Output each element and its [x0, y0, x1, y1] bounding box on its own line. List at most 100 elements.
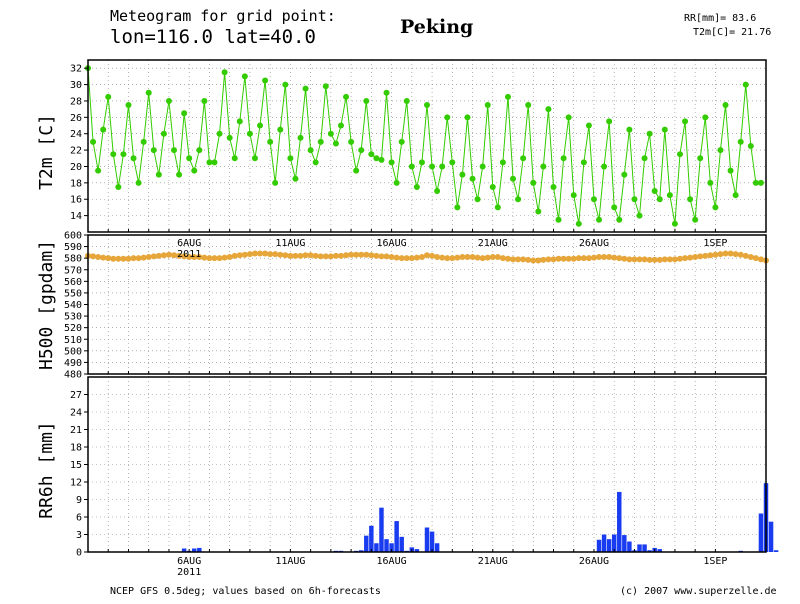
t2m-point — [302, 85, 309, 92]
t2m-point — [282, 81, 289, 88]
t2m-point — [469, 175, 476, 182]
y-tick-label: 32 — [70, 64, 82, 75]
t2m-point — [100, 126, 107, 133]
precip-bar — [596, 539, 602, 552]
t2m-point — [530, 179, 537, 186]
t2m-point — [489, 183, 496, 190]
t2m-point — [429, 163, 436, 170]
h500-point — [692, 254, 699, 261]
t2m-point — [545, 106, 552, 113]
h500-point — [520, 256, 527, 263]
precip-bar — [768, 521, 774, 552]
x-tick-label-lower: 1SEP — [703, 556, 727, 567]
h500-point — [510, 256, 517, 263]
y-tick-label: 530 — [64, 312, 82, 323]
y-tick-label: 0 — [76, 548, 82, 559]
x-tick-label-lower: 11AUG — [275, 556, 305, 567]
h500-point — [216, 255, 223, 262]
t2m-point — [383, 89, 390, 96]
t2m-point — [697, 155, 704, 162]
h500-point — [221, 254, 228, 261]
t2m-point — [115, 183, 122, 190]
h500-point — [742, 252, 749, 259]
t2m-point — [560, 155, 567, 162]
t2m-point — [474, 196, 481, 203]
t2m-point — [707, 179, 714, 186]
h500-point — [388, 254, 395, 261]
t2m-point — [479, 163, 486, 170]
y-tick-label: 3 — [76, 530, 82, 541]
t2m-point — [277, 126, 284, 133]
t2m-point — [590, 196, 597, 203]
t2m-point — [353, 167, 360, 174]
t2m-point — [464, 114, 471, 121]
h500-point — [292, 252, 299, 259]
h500-point — [226, 254, 233, 261]
x-tick-label-lower: 26AUG — [579, 556, 609, 567]
y-axis-title: T2m [C] — [36, 114, 57, 190]
h500-point — [484, 254, 491, 261]
h500-point — [449, 255, 456, 262]
precip-bar — [622, 535, 627, 552]
y-tick-label: 28 — [70, 96, 82, 107]
precip-bar — [758, 513, 764, 552]
t2m-point — [747, 143, 754, 149]
h500-point — [287, 252, 294, 259]
h500-point — [105, 255, 112, 262]
t2m-point — [165, 97, 172, 104]
t2m-point — [262, 77, 269, 84]
h500-point — [596, 254, 603, 261]
t2m-point — [307, 147, 314, 154]
t2m-point — [343, 93, 350, 100]
t2m-point — [418, 159, 425, 166]
t2m-point — [95, 167, 102, 174]
y-tick-label: 490 — [64, 358, 82, 369]
x-year-label: 2011 — [177, 567, 201, 578]
h500-point — [206, 255, 213, 262]
t2m-point — [145, 89, 152, 96]
t2m-point — [550, 183, 557, 190]
h500-point — [646, 256, 653, 263]
h500-point — [393, 254, 400, 261]
precip-bar — [379, 507, 384, 552]
h500-point — [130, 255, 137, 262]
precip-bar — [773, 550, 779, 552]
h500-point — [348, 251, 355, 258]
y-tick-label: 20 — [70, 162, 82, 173]
h500-point — [181, 253, 188, 260]
precip-bar — [617, 491, 622, 552]
t2m-series-line — [87, 68, 761, 224]
y-tick-label: 520 — [64, 323, 82, 334]
precip-bar — [627, 541, 632, 552]
h500-point — [165, 251, 172, 258]
t2m-point — [580, 159, 587, 166]
precip-bar — [601, 534, 607, 552]
t2m-point — [150, 147, 157, 154]
h500-point — [606, 254, 613, 261]
t2m-point — [702, 114, 709, 121]
t2m-point — [752, 179, 759, 186]
h500-point — [191, 254, 198, 261]
y-tick-label: 30 — [70, 80, 82, 91]
t2m-point — [241, 73, 248, 80]
h500-point — [262, 250, 269, 257]
t2m-point — [737, 138, 744, 145]
h500-point — [241, 251, 248, 258]
t2m-point — [661, 126, 668, 133]
h500-point — [95, 254, 102, 261]
precip-bar — [611, 534, 617, 552]
h500-point — [282, 252, 289, 259]
y-tick-label: 540 — [64, 300, 82, 311]
t2m-point — [565, 114, 572, 121]
t2m-point — [176, 171, 183, 178]
h500-point — [378, 253, 385, 260]
t2m-point — [722, 102, 729, 109]
t2m-point — [651, 188, 658, 195]
h500-point — [454, 254, 461, 261]
t2m-point — [125, 102, 132, 109]
header-line1: Meteogram for grid point: — [110, 7, 336, 25]
h500-point — [408, 255, 415, 262]
h500-point — [171, 252, 178, 259]
h500-point — [322, 253, 329, 260]
